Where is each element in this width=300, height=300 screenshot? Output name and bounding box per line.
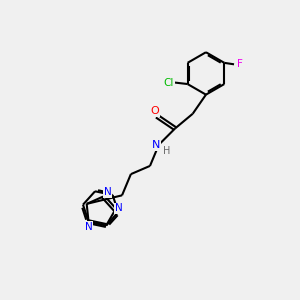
Text: F: F [237,59,243,69]
Text: O: O [150,106,159,116]
Text: N: N [115,203,123,214]
Text: N: N [85,222,92,232]
Text: H: H [164,146,171,156]
Text: N: N [104,187,111,197]
Text: N: N [152,140,160,150]
Text: Cl: Cl [164,78,174,88]
